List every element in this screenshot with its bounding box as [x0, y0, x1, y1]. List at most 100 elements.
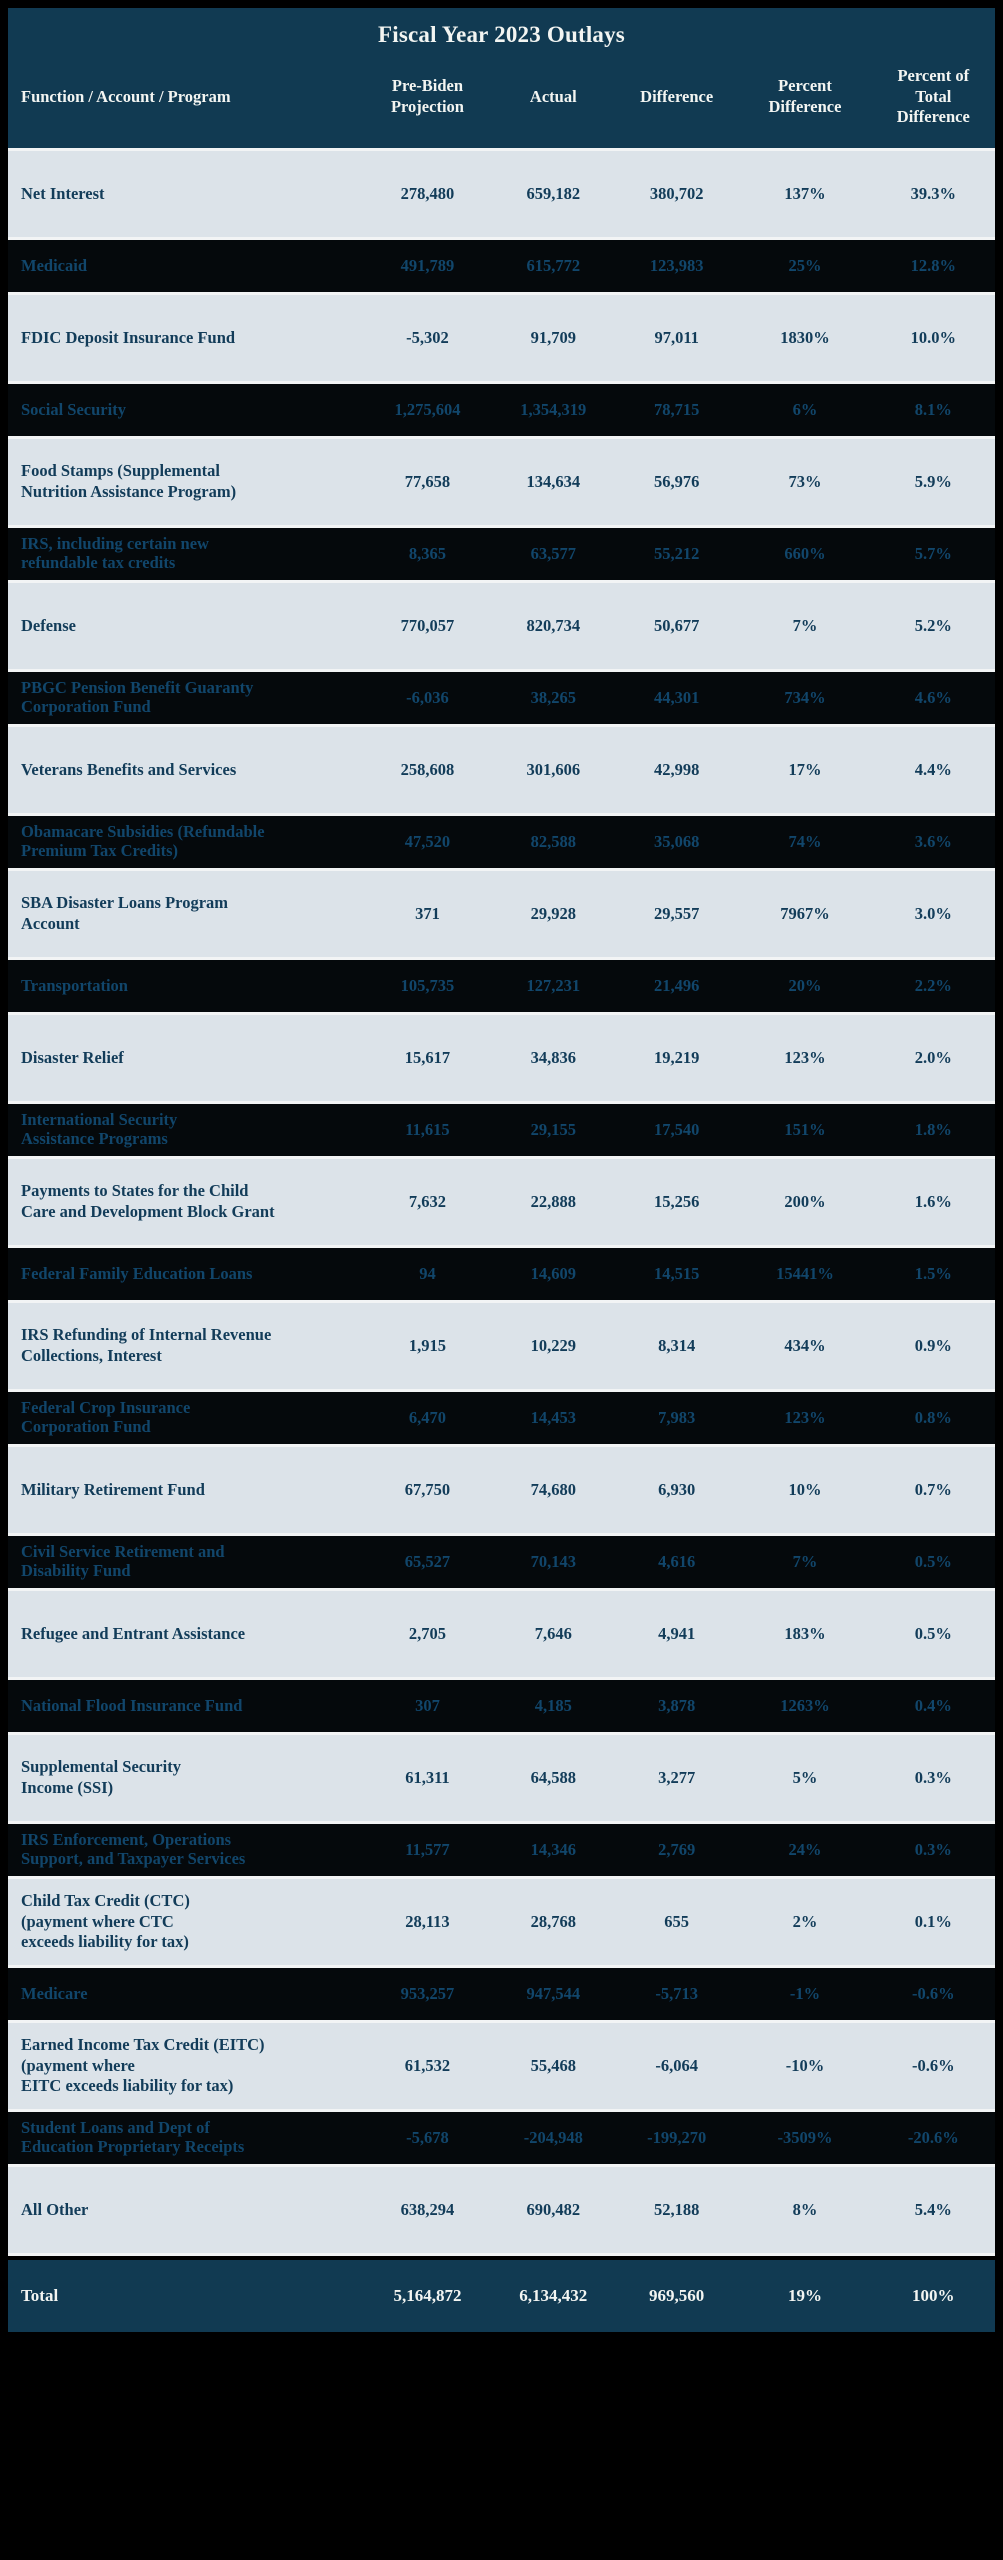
- row-label: Federal Family Education Loans: [21, 1263, 253, 1283]
- row-value: 1.5%: [914, 1263, 952, 1283]
- row-value: 4,941: [658, 1623, 696, 1643]
- row-label: Civil Service Retirement and Disability …: [21, 1542, 225, 1580]
- table-row: National Flood Insurance Fund 307 4,185 3,8…: [8, 1679, 995, 1732]
- row-value: 61,532: [404, 2055, 451, 2075]
- table-row: IRS Enforcement, Operations Support, and…: [8, 1823, 995, 1876]
- row-value: 14,453: [530, 1407, 576, 1427]
- table-row: Military Retirement Fund 67,750 74,680 6,93…: [8, 1443, 995, 1536]
- row-value: 278,480: [400, 183, 455, 203]
- row-value: 2.2%: [914, 975, 952, 995]
- row-value: 3,878: [658, 1695, 696, 1715]
- table-row: Federal Crop Insurance Corporation Fund 6…: [8, 1391, 995, 1444]
- row-label: Earned Income Tax Credit (EITC) (payment…: [21, 2034, 265, 2096]
- row-value: 123%: [784, 1047, 826, 1067]
- row-label: Total: [21, 2286, 59, 2306]
- row-label: FDIC Deposit Insurance Fund: [21, 327, 236, 347]
- row-label: SBA Disaster Loans Program Account: [21, 893, 229, 933]
- row-value: -3509%: [777, 2127, 833, 2147]
- row-value: 5.9%: [914, 471, 952, 491]
- row-value: 491,789: [400, 255, 455, 275]
- row-value: 14,515: [653, 1263, 700, 1283]
- table-row: Student Loans and Dept of Education Prop…: [8, 2111, 995, 2164]
- row-value: 10.0%: [910, 327, 956, 347]
- row-value: 34,836: [530, 1047, 576, 1067]
- row-value: 8%: [792, 2199, 818, 2219]
- table-row: Veterans Benefits and Services 258,608 301…: [8, 723, 995, 816]
- table-row: IRS Refunding of Internal Revenue Collec…: [8, 1299, 995, 1392]
- row-value: 200%: [784, 1191, 826, 1211]
- row-value: 52,188: [653, 2199, 700, 2219]
- row-label: Food Stamps (Supplemental Nutrition Assi…: [21, 461, 237, 501]
- table-row: International Security Assistance Progra…: [8, 1103, 995, 1156]
- row-value: -5,302: [406, 327, 449, 347]
- row-value: 6%: [792, 399, 818, 419]
- row-value: 151%: [784, 1119, 826, 1139]
- row-value: 8,365: [408, 543, 447, 563]
- row-value: 3,277: [658, 1767, 696, 1787]
- row-value: 14,346: [530, 1839, 576, 1859]
- row-value: 659,182: [526, 183, 581, 203]
- row-value: 4,616: [658, 1551, 696, 1571]
- row-value: 434%: [784, 1335, 826, 1355]
- table-row: FDIC Deposit Insurance Fund -5,302 91,709 9…: [8, 291, 995, 384]
- row-value: 127,231: [526, 975, 581, 995]
- row-value: 21,496: [653, 975, 700, 995]
- column-header-difference: Difference: [640, 86, 714, 106]
- row-value: 56,976: [653, 471, 700, 491]
- row-value: 3.0%: [914, 903, 952, 923]
- row-label: National Flood Insurance Fund: [21, 1695, 243, 1715]
- row-value: 17%: [788, 759, 822, 779]
- row-value: 39.3%: [910, 183, 956, 203]
- row-label: Medicare: [21, 1983, 88, 2003]
- row-value: 74,680: [530, 1479, 576, 1499]
- row-value: 6,930: [658, 1479, 696, 1499]
- row-value: 38,265: [530, 687, 576, 707]
- row-value: 91,709: [530, 327, 576, 347]
- row-label: IRS, including certain new refundable ta…: [21, 534, 209, 572]
- row-value: 44,301: [653, 687, 700, 707]
- row-value: 0.5%: [914, 1623, 952, 1643]
- row-value: 10,229: [530, 1335, 576, 1355]
- row-value: 7,983: [658, 1407, 696, 1427]
- row-value: 97,011: [654, 327, 699, 347]
- row-value: 77,658: [404, 471, 451, 491]
- row-value: 15,617: [404, 1047, 451, 1067]
- row-value: 0.3%: [914, 1839, 952, 1859]
- row-value: 8,314: [658, 1335, 696, 1355]
- row-value: 123,983: [649, 255, 704, 275]
- row-label: All Other: [21, 2199, 89, 2219]
- table-row: Refugee and Entrant Assistance 2,705 7,646…: [8, 1587, 995, 1680]
- table-row: Medicaid 491,789 615,772 123,983 25% 12.8%: [8, 239, 995, 292]
- table-row: Medicare 953,257 947,544 -5,713 -1% -0.6%: [8, 1967, 995, 2020]
- row-value: -199,270: [647, 2127, 707, 2147]
- row-value: 17,540: [653, 1119, 700, 1139]
- row-value: 770,057: [400, 615, 455, 635]
- row-value: 0.7%: [914, 1479, 952, 1499]
- table-row: All Other 638,294 690,482 52,188 8% 5.4%: [8, 2163, 995, 2256]
- row-value: 100%: [912, 2286, 955, 2306]
- row-value: 15441%: [776, 1263, 834, 1283]
- column-header-function: Function / Account / Program: [21, 86, 231, 106]
- row-value: 0.4%: [914, 1695, 952, 1715]
- row-value: 29,928: [530, 903, 576, 923]
- column-header-percent-difference: Percent Difference: [768, 76, 842, 116]
- outlays-table: Fiscal Year 2023 Outlays Function / Acco…: [8, 8, 995, 2332]
- table-row: IRS, including certain new refundable ta…: [8, 527, 995, 580]
- row-value: 0.3%: [914, 1767, 952, 1787]
- row-value: 5.7%: [914, 543, 952, 563]
- table-row: Transportation 105,735 127,231 21,496 20% 2.2…: [8, 959, 995, 1012]
- row-value: 11,615: [405, 1119, 450, 1139]
- table-row: Net Interest 278,480 659,182 380,702 137% 39.…: [8, 147, 995, 240]
- row-value: 19,219: [653, 1047, 700, 1067]
- row-value: 35,068: [653, 831, 700, 851]
- row-label: Net Interest: [21, 183, 105, 203]
- row-value: -204,948: [523, 2127, 583, 2147]
- row-value: 3.6%: [914, 831, 952, 851]
- row-value: 638,294: [400, 2199, 455, 2219]
- row-value: 5,164,872: [393, 2286, 462, 2306]
- row-value: 10%: [788, 1479, 822, 1499]
- table-title: Fiscal Year 2023 Outlays: [8, 8, 995, 50]
- row-value: 1,275,604: [394, 399, 461, 419]
- column-header-actual: Actual: [529, 86, 577, 106]
- table-row: SBA Disaster Loans Program Account 371 29,…: [8, 867, 995, 960]
